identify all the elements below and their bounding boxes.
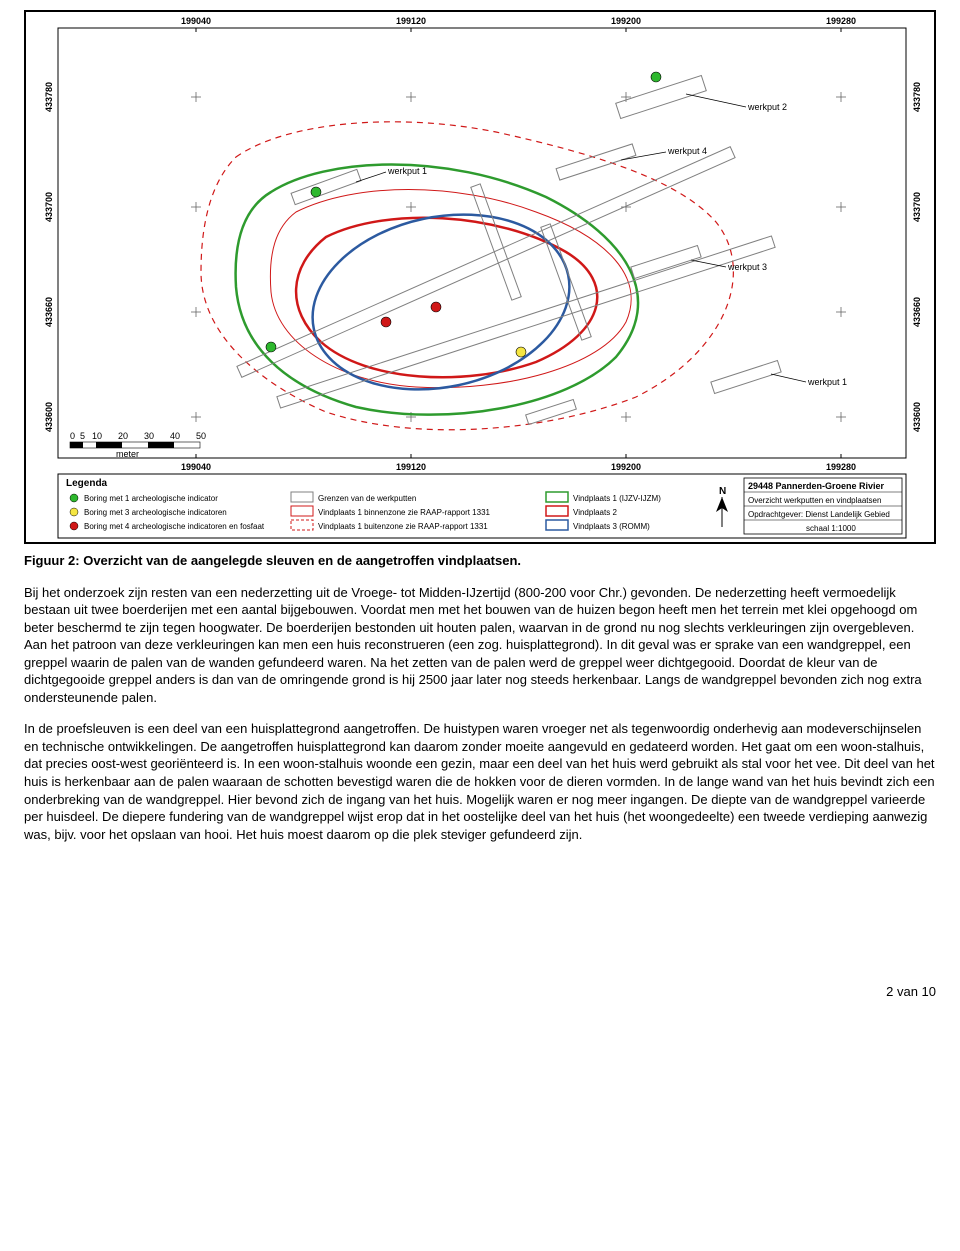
marker-red-2	[431, 302, 441, 312]
xtick-bot-1: 199120	[396, 462, 426, 472]
svg-text:40: 40	[170, 431, 180, 441]
svg-text:0: 0	[70, 431, 75, 441]
label-werkput2: werkput 2	[747, 102, 787, 112]
xtick-top-0: 199040	[181, 16, 211, 26]
svg-text:Overzicht werkputten en vindpl: Overzicht werkputten en vindplaatsen	[748, 496, 881, 505]
svg-text:10: 10	[92, 431, 102, 441]
scalebar: 0 5 10 20 30 40 50 meter	[70, 431, 206, 459]
page-footer: 2 van 10	[24, 983, 936, 1001]
xtick-top-3: 199280	[826, 16, 856, 26]
vindplaats-3	[296, 192, 586, 412]
ytick-l-1: 433700	[44, 192, 54, 222]
paragraph-2: In de proefsleuven is een deel van een h…	[24, 720, 936, 843]
xtick-bot-0: 199040	[181, 462, 211, 472]
label-werkput1b: werkput 1	[807, 377, 847, 387]
ytick-r-2: 433660	[912, 297, 922, 327]
xtick-bot-3: 199280	[826, 462, 856, 472]
svg-text:meter: meter	[116, 449, 139, 459]
grid-crosses	[191, 92, 846, 422]
svg-text:30: 30	[144, 431, 154, 441]
leg-c2-2: Vindplaats 1 buitenzone zie RAAP-rapport…	[318, 522, 488, 531]
svg-text:50: 50	[196, 431, 206, 441]
marker-green-3	[266, 342, 276, 352]
ytick-l-0: 433780	[44, 82, 54, 112]
xtick-top-1: 199120	[396, 16, 426, 26]
legend-title: Legenda	[66, 478, 108, 489]
svg-text:20: 20	[118, 431, 128, 441]
label-werkput1: werkput 1	[387, 166, 427, 176]
north-arrow: N	[716, 486, 728, 527]
leg-c1-1: Boring met 3 archeologische indicatoren	[84, 508, 227, 517]
leg-c2-0: Grenzen van de werkputten	[318, 494, 416, 503]
ytick-r-0: 433780	[912, 82, 922, 112]
marker-green-1	[311, 187, 321, 197]
label-werkput3: werkput 3	[727, 262, 767, 272]
svg-text:schaal 1:1000: schaal 1:1000	[806, 524, 856, 533]
ytick-l-3: 433600	[44, 402, 54, 432]
vindplaats-2	[296, 218, 597, 378]
leg-c2-1: Vindplaats 1 binnenzone zie RAAP-rapport…	[318, 508, 491, 517]
leg-c3-1: Vindplaats 2	[573, 508, 617, 517]
marker-red-1	[381, 317, 391, 327]
xtick-top-2: 199200	[611, 16, 641, 26]
map-figure: 199040 199120 199200 199280 199040 19912…	[24, 10, 936, 544]
svg-text:Opdrachtgever: Dienst Landelij: Opdrachtgever: Dienst Landelijk Gebied	[748, 510, 890, 519]
leg-c3-0: Vindplaats 1 (IJZV-IJZM)	[573, 494, 661, 503]
title-box: 29448 Pannerden-Groene Rivier Overzicht …	[744, 478, 902, 534]
ytick-r-3: 433600	[912, 402, 922, 432]
ytick-l-2: 433660	[44, 297, 54, 327]
marker-yellow-1	[516, 347, 526, 357]
svg-text:5: 5	[80, 431, 85, 441]
leg-c1-0: Boring met 1 archeologische indicator	[84, 494, 218, 503]
xtick-bot-2: 199200	[611, 462, 641, 472]
svg-text:N: N	[719, 486, 726, 497]
leg-c3-2: Vindplaats 3 (ROMM)	[573, 522, 650, 531]
marker-green-2	[651, 72, 661, 82]
label-werkput4: werkput 4	[667, 146, 707, 156]
paragraph-1: Bij het onderzoek zijn resten van een ne…	[24, 584, 936, 707]
svg-text:29448 Pannerden-Groene Rivier: 29448 Pannerden-Groene Rivier	[748, 481, 885, 491]
leg-c1-2: Boring met 4 archeologische indicatoren …	[84, 522, 265, 531]
ytick-r-1: 433700	[912, 192, 922, 222]
figure-caption: Figuur 2: Overzicht van de aangelegde sl…	[24, 552, 936, 570]
